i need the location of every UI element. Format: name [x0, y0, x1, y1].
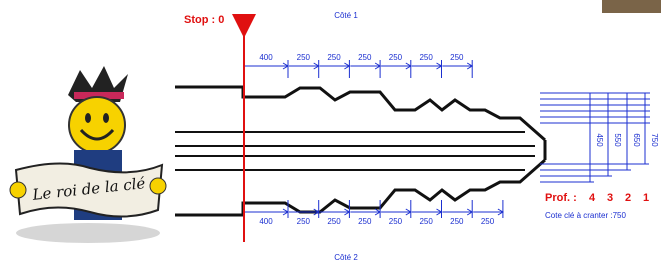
depth-value: 450 — [595, 133, 604, 147]
dimension-label: 250 — [358, 217, 372, 226]
depth-number: 3 — [607, 192, 613, 204]
dimension-label: 250 — [450, 217, 464, 226]
stop-label: Stop : 0 — [184, 14, 224, 26]
dimensions: 400 250 250 250 250 250 250 400 250 250 250 250 250 2… — [245, 53, 659, 226]
dimension-label: 250 — [297, 53, 311, 62]
depth-number: 1 — [643, 192, 649, 204]
depth-number: 4 — [589, 192, 596, 204]
dimension-label: 250 — [419, 53, 433, 62]
dimension-label: 400 — [259, 217, 273, 226]
side-1-label: Côté 1 — [334, 11, 358, 20]
logo: Le roi de la clé — [10, 66, 166, 243]
depth-value: 750 — [650, 133, 659, 147]
dimension-label: 250 — [327, 217, 341, 226]
dimension-label: 250 — [389, 53, 403, 62]
dimension-label: 250 — [419, 217, 433, 226]
depth-value: 550 — [613, 133, 622, 147]
stone-image — [602, 0, 661, 13]
depth-value: 650 — [632, 133, 641, 147]
dimension-label: 250 — [481, 217, 495, 226]
dimension-label: 250 — [297, 217, 311, 226]
side-2-label: Côté 2 — [334, 253, 358, 262]
dimension-label: 250 — [389, 217, 403, 226]
dimension-label: 250 — [358, 53, 372, 62]
depth-number: 2 — [625, 192, 631, 204]
key-grooves — [175, 132, 535, 170]
dimension-label: 250 — [450, 53, 464, 62]
dimension-label: 400 — [259, 53, 273, 62]
key-outline — [175, 87, 545, 215]
stop-marker — [232, 14, 256, 38]
dimension-label: 250 — [327, 53, 341, 62]
key-diagram: Le roi de la clé Stop : 0 Côté 1 Côté 2 … — [0, 0, 661, 267]
key-setting: Cote clé à cranter :750 — [545, 211, 626, 220]
depth-label: Prof. : — [545, 192, 577, 204]
